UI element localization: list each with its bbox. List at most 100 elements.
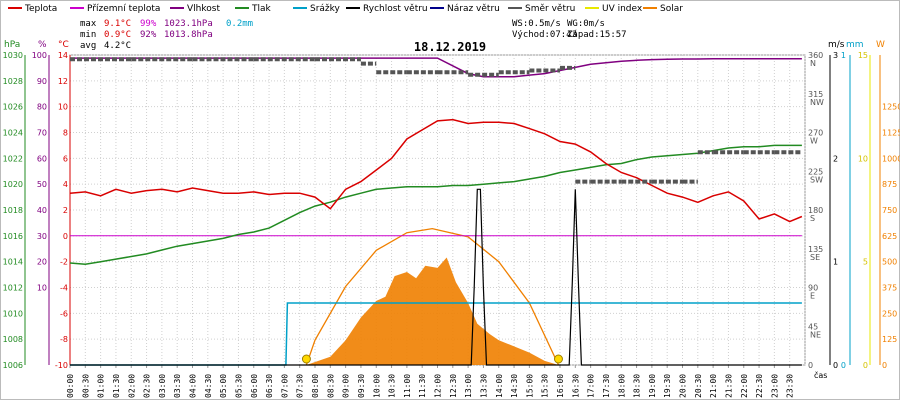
humidity-tick: 90 (37, 77, 47, 86)
x-tick-label: 18:30 (633, 374, 642, 398)
humidity-unit: % (38, 40, 47, 50)
temperature-tick: 8 (63, 129, 68, 138)
x-tick-label: 08:00 (311, 374, 320, 398)
temperature-unit: °C (58, 40, 69, 50)
x-tick-label: 11:30 (418, 374, 427, 398)
wind-dir-tick-label: NW (810, 98, 824, 107)
legend-label: Přízemní teplota (87, 4, 160, 14)
wind-speed-tick: 1 (833, 258, 838, 267)
stat-sunset: Západ:15:57 (567, 30, 627, 40)
humidity-tick: 50 (37, 180, 47, 189)
wind-dir-tick: 270 (808, 129, 823, 138)
solar-tick: 375 (882, 284, 897, 293)
pressure-tick: 1026 (3, 103, 23, 112)
temperature-tick: 6 (63, 154, 68, 163)
x-tick-label: 21:30 (724, 374, 733, 398)
humidity-tick: 20 (37, 258, 47, 267)
x-tick-label: 20:30 (694, 374, 703, 398)
x-tick-label: 17:00 (587, 374, 596, 398)
humidity-tick: 70 (37, 129, 47, 138)
temperature-tick: 14 (58, 51, 68, 60)
legend-label: UV index (602, 4, 643, 14)
x-tick-label: 05:00 (219, 374, 228, 398)
wind-dir-tick-label: N (810, 59, 816, 68)
x-tick-label: 17:30 (602, 374, 611, 398)
x-tick-label: 15:00 (525, 374, 534, 398)
x-tick-label: 13:00 (464, 374, 473, 398)
legend-label: Teplota (24, 4, 57, 14)
solar-tick: 250 (882, 309, 897, 318)
humidity-tick: 60 (37, 154, 47, 163)
pressure-tick: 1018 (3, 206, 23, 215)
legend-label: Náraz větru (447, 4, 500, 14)
stat-text: 9.1°C (104, 19, 131, 29)
sun-marker (553, 354, 563, 364)
solar-tick: 1250 (882, 103, 900, 112)
x-tick-label: 19:00 (648, 374, 657, 398)
temperature-line (69, 118, 803, 223)
temperature-tick: 10 (58, 103, 68, 112)
pressure-tick: 1028 (3, 77, 23, 86)
x-tick-label: 22:30 (755, 374, 764, 398)
pressure-tick: 1024 (3, 129, 23, 138)
pressure-unit: hPa (4, 40, 20, 50)
stat-text: 0.2mm (226, 19, 253, 29)
x-tick-label: 08:30 (326, 374, 335, 398)
wind-dir-tick: 135 (808, 245, 823, 254)
x-tick-label: 00:00 (66, 374, 75, 398)
legend-label: Směr větru (525, 4, 575, 14)
solar-tick: 1125 (882, 129, 900, 138)
x-tick-label: 11:00 (403, 374, 412, 398)
x-tick-label: 14:00 (495, 374, 504, 398)
solar-unit: W (876, 40, 885, 50)
x-tick-label: 21:00 (709, 374, 718, 398)
wind-speed-tick: 3 (833, 51, 838, 60)
humidity-tick: 30 (37, 232, 47, 241)
x-tick-label: 01:30 (112, 374, 121, 398)
pressure-tick: 1016 (3, 232, 23, 241)
wind-speed-tick: 0 (833, 361, 838, 370)
stat-text: max (80, 19, 97, 29)
stat-wg: WG:0m/s (567, 19, 605, 29)
humidity-tick: 40 (37, 206, 47, 215)
x-tick-label: 22:00 (740, 374, 749, 398)
uv-tick: 15 (858, 51, 868, 60)
x-tick-label: 19:30 (663, 374, 672, 398)
temperature-tick: 0 (63, 232, 68, 241)
sun-marker (301, 354, 311, 364)
x-tick-label: 14:30 (510, 374, 519, 398)
wind-dir-tick: 360 (808, 51, 823, 60)
x-tick-label: 07:00 (280, 374, 289, 398)
humidity-tick: 10 (37, 284, 47, 293)
x-tick-label: 13:30 (479, 374, 488, 398)
solar-area (306, 257, 559, 365)
x-tick-label: 07:30 (296, 374, 305, 398)
x-tick-label: 10:30 (388, 374, 397, 398)
wind-dir-tick: 180 (808, 206, 823, 215)
x-tick-label: 09:00 (342, 374, 351, 398)
temperature-tick: -6 (60, 309, 68, 318)
stat-text: avg (80, 41, 96, 51)
legend-label: Srážky (310, 4, 341, 14)
x-tick-label: 20:00 (679, 374, 688, 398)
wind-dir-tick: 225 (808, 167, 823, 176)
x-tick-label: 15:30 (541, 374, 550, 398)
solar-tick: 125 (882, 335, 897, 344)
pressure-tick: 1020 (3, 180, 23, 189)
x-tick-label: 04:30 (204, 374, 213, 398)
wind-dir-tick-label: E (810, 292, 815, 301)
x-tick-label: 00:30 (81, 374, 90, 398)
solar-tick: 1000 (882, 154, 900, 163)
x-tick-label: 16:00 (556, 374, 565, 398)
pressure-tick: 1014 (3, 258, 23, 267)
x-tick-label: 06:30 (265, 374, 274, 398)
solar-tick: 0 (882, 361, 887, 370)
wind-dir-tick-label: W (810, 137, 818, 146)
wind-dir-tick-label: S (810, 214, 815, 223)
legend-label: Solar (660, 4, 683, 14)
x-tick-label: 10:00 (372, 374, 381, 398)
stat-ws: WS:0.5m/s (512, 19, 561, 29)
x-tick-label: 23:00 (770, 374, 779, 398)
pressure-tick: 1006 (3, 361, 23, 370)
